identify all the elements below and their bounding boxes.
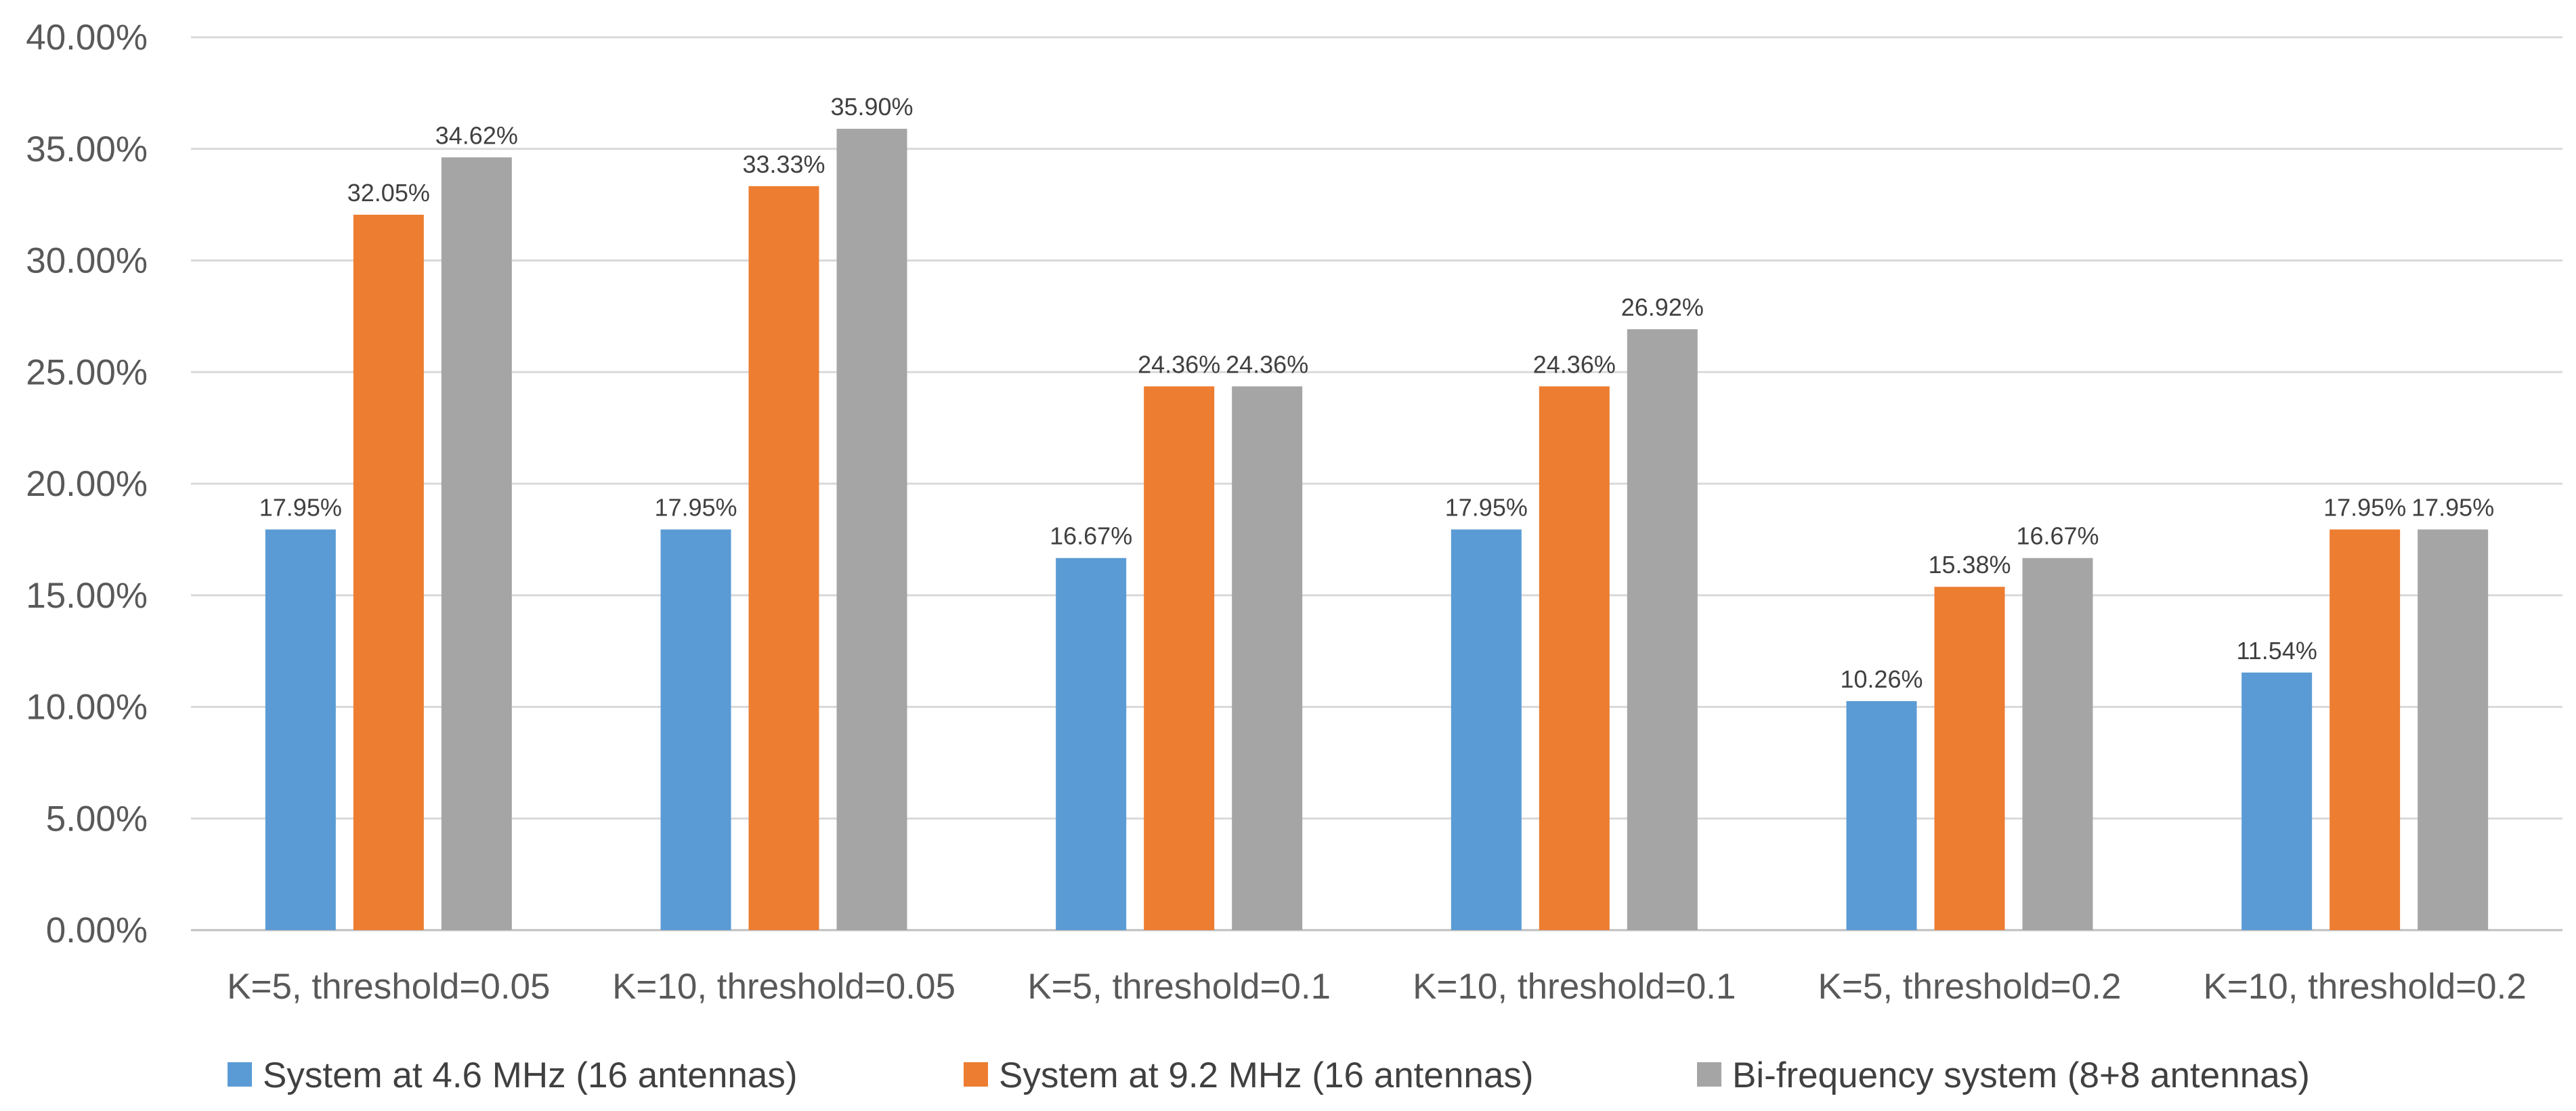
data-label-s2-c3: 24.36% (1138, 350, 1220, 378)
y-tick-label: 40.00% (26, 18, 148, 58)
data-label-s1-c6: 11.54% (2236, 637, 2317, 665)
bar-s1-c5 (1846, 700, 1917, 930)
bar-s3-c2 (836, 129, 907, 931)
bar-s2-c3 (1144, 386, 1215, 930)
data-label-s2-c2: 33.33% (742, 150, 825, 178)
data-label-s1-c2: 17.95% (654, 494, 737, 522)
data-label-s3-c2: 35.90% (830, 93, 913, 121)
y-tick-label: 20.00% (26, 464, 148, 504)
data-labels: 17.95% 32.05% 34.62% 17.95% 33.33% 35.90% 16.6… (259, 93, 2494, 693)
x-axis-categories: K=5, threshold=0.05 K=10, threshold=0.05 K… (227, 967, 2527, 1007)
bar-s2-c4 (1539, 386, 1610, 930)
gridlines (191, 36, 2562, 931)
data-label-s2-c5: 15.38% (1928, 551, 2011, 579)
bar-s1-c1 (265, 529, 336, 930)
bar-s2-c6 (2330, 529, 2401, 930)
bar-s1-c6 (2241, 672, 2313, 930)
y-tick-label: 30.00% (26, 241, 148, 281)
y-tick-label: 35.00% (26, 129, 148, 169)
legend-swatch (1697, 1062, 1721, 1087)
data-label-s3-c4: 26.92% (1621, 293, 1704, 321)
bar-s2-c2 (748, 186, 819, 930)
data-label-s3-c5: 16.67% (2016, 522, 2099, 550)
category-label: K=10, threshold=0.2 (2203, 967, 2526, 1007)
category-label: K=10, threshold=0.1 (1413, 967, 1736, 1007)
bar-s3-c5 (2022, 558, 2093, 930)
data-label-s1-c5: 10.26% (1840, 665, 1923, 693)
data-label-s3-c1: 34.62% (435, 121, 518, 149)
data-label-s3-c3: 24.36% (1226, 350, 1308, 378)
bar-s3-c1 (441, 157, 512, 930)
legend-swatch (964, 1062, 988, 1087)
legend-label: Bi-frequency system (8+8 antennas) (1732, 1055, 2310, 1095)
data-label-s2-c1: 32.05% (347, 179, 430, 207)
y-tick-label: 0.00% (46, 910, 148, 950)
bar-s3-c3 (1232, 386, 1303, 930)
y-tick-label: 10.00% (26, 688, 148, 728)
legend: System at 4.6 MHz (16 antennas) System at… (228, 1055, 2310, 1095)
bar-s2-c1 (353, 214, 424, 930)
data-label-s3-c6: 17.95% (2411, 494, 2494, 522)
bar-s1-c4 (1451, 529, 1522, 930)
data-label-s1-c1: 17.95% (259, 494, 342, 522)
bar-s2-c5 (1934, 587, 2005, 930)
data-label-s2-c6: 17.95% (2323, 494, 2406, 522)
category-label: K=5, threshold=0.05 (227, 967, 550, 1007)
bar-s3-c6 (2418, 529, 2489, 930)
y-tick-label: 15.00% (26, 576, 148, 616)
y-axis-ticks: 0.00% 5.00% 10.00% 15.00% 20.00% 25.00% 30.00%… (26, 18, 148, 950)
bar-s1-c3 (1056, 558, 1127, 930)
category-label: K=5, threshold=0.1 (1027, 967, 1331, 1007)
legend-swatch (228, 1062, 252, 1087)
bar-s1-c2 (660, 529, 731, 930)
legend-label: System at 9.2 MHz (16 antennas) (999, 1055, 1533, 1095)
bars (265, 129, 2489, 931)
y-tick-label: 25.00% (26, 352, 148, 392)
legend-label: System at 4.6 MHz (16 antennas) (263, 1055, 797, 1095)
data-label-s2-c4: 24.36% (1533, 350, 1616, 378)
category-label: K=10, threshold=0.05 (612, 967, 956, 1007)
bar-s3-c4 (1627, 329, 1698, 931)
data-label-s1-c3: 16.67% (1050, 522, 1132, 550)
data-label-s1-c4: 17.95% (1445, 494, 1528, 522)
category-label: K=5, threshold=0.2 (1818, 967, 2122, 1007)
y-tick-label: 5.00% (46, 799, 148, 839)
